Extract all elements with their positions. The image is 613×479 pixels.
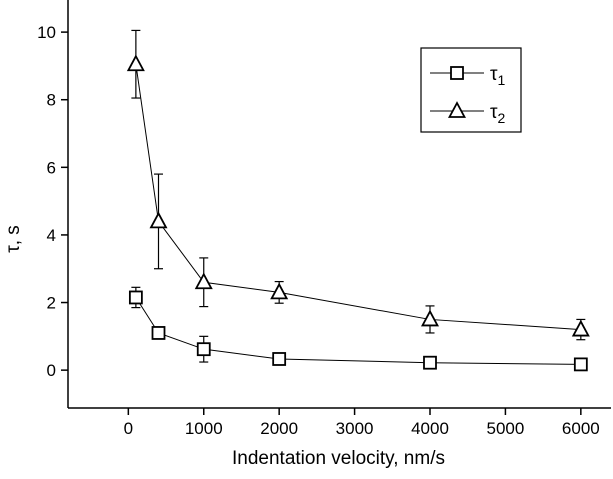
x-tick-label: 4000 xyxy=(411,419,449,438)
y-tick-label: 4 xyxy=(47,226,56,245)
triangle-marker xyxy=(420,309,440,327)
x-tick-labels: 0 1000 2000 3000 4000 5000 6000 xyxy=(124,408,600,438)
x-tick-label: 5000 xyxy=(487,419,525,438)
y-axis-title: τ, s xyxy=(3,225,24,253)
legend-box xyxy=(420,47,522,133)
y-tick-label: 2 xyxy=(47,294,56,313)
triangle-marker xyxy=(149,211,168,229)
square-marker xyxy=(196,342,211,357)
x-axis-title: Indentation velocity, nm/s xyxy=(232,448,445,469)
x-tick-label: 1000 xyxy=(185,419,223,438)
y-tick-labels: 0 2 4 6 8 10 xyxy=(37,23,68,380)
x-tick-label: 3000 xyxy=(336,419,374,438)
y-tick-label: 6 xyxy=(47,158,56,177)
triangle-marker xyxy=(270,282,289,300)
axes xyxy=(67,0,611,409)
square-marker xyxy=(423,355,437,370)
series-tau2 xyxy=(126,29,590,341)
y-tick-label: 0 xyxy=(47,361,56,380)
series-tau1 xyxy=(128,286,588,372)
y-tick-label: 10 xyxy=(37,23,56,42)
x-tick-label: 6000 xyxy=(562,419,600,438)
triangle-marker xyxy=(447,101,467,118)
y-tick-label: 8 xyxy=(47,91,56,110)
square-marker xyxy=(573,357,588,372)
triangle-marker xyxy=(571,319,590,337)
x-tick-label: 2000 xyxy=(260,419,298,438)
x-tick-label: 0 xyxy=(124,419,133,438)
square-marker xyxy=(272,352,287,366)
triangle-marker xyxy=(194,272,213,290)
square-marker xyxy=(450,66,464,80)
square-marker xyxy=(151,326,166,340)
triangle-marker xyxy=(126,54,145,72)
square-marker xyxy=(128,290,143,305)
